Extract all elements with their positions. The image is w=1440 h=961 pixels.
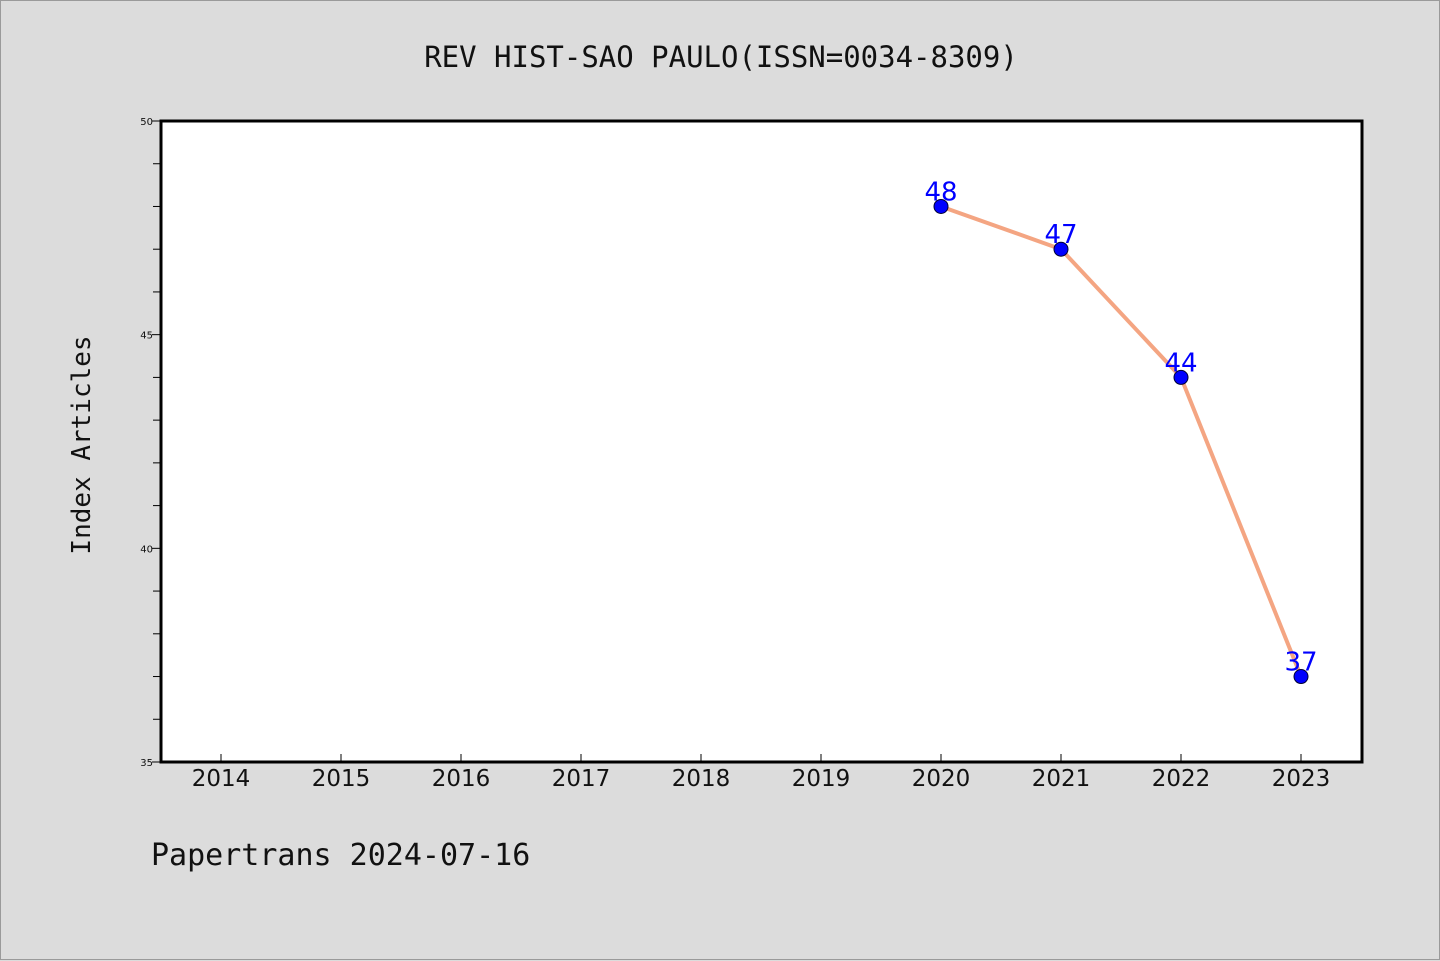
data-label: 37 xyxy=(1284,648,1317,678)
footer-credit: Papertrans 2024-07-16 xyxy=(151,838,530,873)
series-line xyxy=(939,204,1303,679)
y-tick-label: 35 xyxy=(140,758,153,769)
plot-area xyxy=(159,119,1364,764)
y-tick-label: 50 xyxy=(140,117,153,128)
x-tick-label: 2015 xyxy=(312,766,371,792)
x-tick-label: 2017 xyxy=(552,766,611,792)
data-point xyxy=(1053,241,1069,257)
y-tick-label: 40 xyxy=(140,544,153,555)
data-point xyxy=(933,198,949,214)
x-tick-label: 2016 xyxy=(432,766,491,792)
chart-title: REV HIST-SAO PAULO(ISSN=0034-8309) xyxy=(424,40,1018,74)
y-axis: 35 40 45 50 xyxy=(140,117,161,769)
x-tick-label: 2022 xyxy=(1152,766,1211,792)
x-axis: 2014 2015 2016 2017 2018 2019 2020 2021 2022 2023 xyxy=(192,754,1331,792)
data-point xyxy=(1173,369,1189,385)
x-tick-label: 2023 xyxy=(1272,766,1331,792)
data-label: 47 xyxy=(1044,220,1077,250)
data-label: 44 xyxy=(1164,348,1197,378)
series-layer: 48 47 44 37 xyxy=(924,177,1318,685)
x-tick-label: 2020 xyxy=(912,766,971,792)
x-tick-label: 2021 xyxy=(1032,766,1091,792)
y-axis-label: Index Articles xyxy=(67,335,97,554)
data-label: 48 xyxy=(924,177,957,207)
x-tick-label: 2018 xyxy=(672,766,731,792)
y-tick-label: 45 xyxy=(140,331,153,342)
x-tick-label: 2019 xyxy=(792,766,851,792)
data-point xyxy=(1293,669,1309,685)
x-tick-label: 2014 xyxy=(192,766,251,792)
